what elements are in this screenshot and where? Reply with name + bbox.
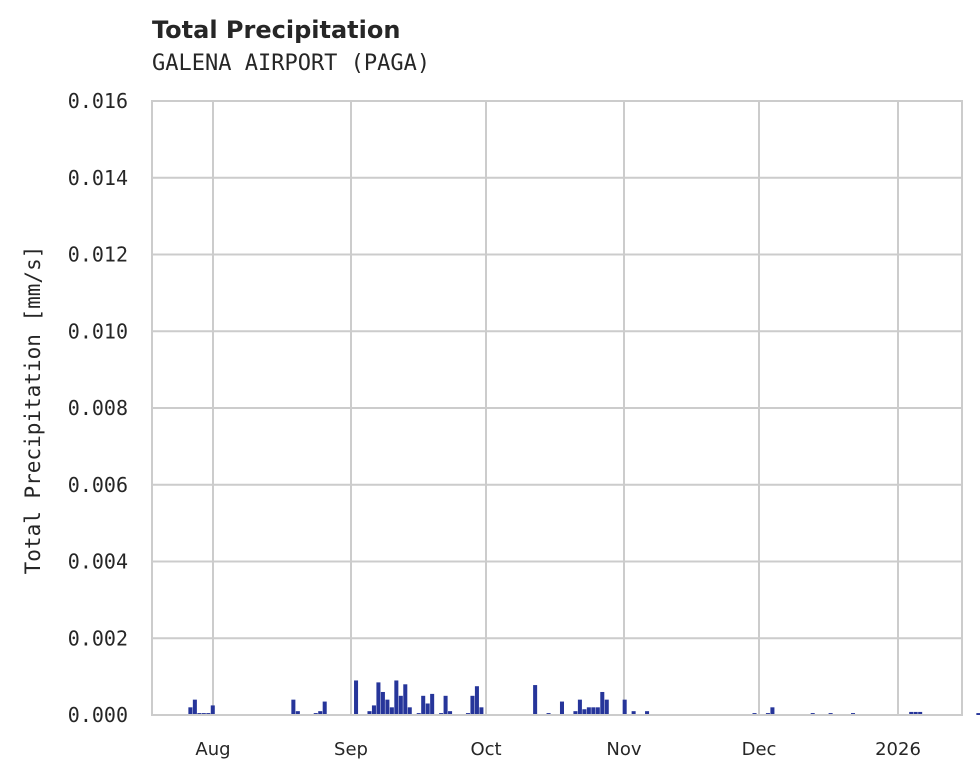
chart-subtitle: GALENA AIRPORT (PAGA) bbox=[152, 51, 431, 76]
precipitation-bar bbox=[595, 707, 600, 715]
x-tick-label: Dec bbox=[742, 739, 777, 760]
x-tick-label: Oct bbox=[470, 739, 501, 760]
x-tick-label: Sep bbox=[334, 739, 368, 760]
precipitation-bar bbox=[586, 707, 591, 715]
y-tick-label: 0.002 bbox=[68, 626, 128, 650]
precipitation-bar bbox=[322, 701, 327, 715]
precipitation-bar bbox=[398, 695, 403, 715]
precipitation-bar bbox=[188, 707, 193, 715]
precipitation-bar bbox=[559, 701, 565, 715]
y-tick-label: 0.014 bbox=[68, 166, 128, 190]
x-tick-label: 2026 bbox=[875, 739, 921, 760]
precipitation-bar bbox=[600, 691, 605, 715]
x-tick-label: Nov bbox=[606, 739, 641, 760]
precipitation-bar bbox=[291, 699, 296, 715]
precipitation-bar bbox=[582, 709, 587, 715]
x-axis-ticks: Aug Sep Oct Nov Dec 2026 bbox=[195, 739, 920, 760]
precipitation-bar bbox=[389, 707, 394, 715]
y-tick-label: 0.008 bbox=[68, 396, 128, 420]
precipitation-bar bbox=[622, 699, 627, 715]
x-tick-label: Aug bbox=[195, 739, 230, 760]
y-axis-label: Total Precipitation [mm/s] bbox=[21, 246, 45, 575]
precipitation-bar bbox=[573, 711, 578, 715]
precipitation-bar bbox=[318, 711, 323, 715]
precipitation-bar bbox=[913, 711, 918, 715]
precipitation-bar bbox=[394, 680, 399, 715]
precipitation-bar bbox=[210, 705, 215, 715]
precipitation-bar bbox=[474, 686, 479, 715]
precipitation-bar bbox=[470, 695, 475, 715]
precipitation-bar bbox=[371, 705, 376, 715]
precipitation-bar bbox=[770, 707, 775, 715]
chart-title: Total Precipitation bbox=[152, 16, 401, 44]
y-tick-label: 0.006 bbox=[68, 473, 128, 497]
precipitation-bar bbox=[448, 711, 453, 715]
precipitation-bar bbox=[421, 695, 426, 715]
precipitation-bar bbox=[591, 707, 596, 715]
precipitation-bar bbox=[430, 693, 435, 715]
y-tick-label: 0.016 bbox=[68, 89, 128, 113]
precipitation-bar bbox=[577, 699, 582, 715]
precipitation-bar bbox=[443, 695, 448, 715]
precipitation-bar bbox=[403, 684, 408, 715]
y-tick-label: 0.010 bbox=[68, 319, 128, 343]
precipitation-bar bbox=[376, 682, 381, 715]
precipitation-bar bbox=[533, 685, 538, 715]
precipitation-bar bbox=[479, 707, 484, 715]
plot-frame bbox=[151, 100, 963, 716]
precipitation-bar bbox=[425, 703, 430, 715]
precipitation-bar bbox=[367, 711, 372, 715]
precipitation-bar bbox=[909, 711, 914, 715]
y-axis-ticks: 0.000 0.002 0.004 0.006 0.008 0.010 0.012 0.014… bbox=[68, 89, 128, 727]
y-tick-label: 0.004 bbox=[68, 550, 128, 574]
precipitation-bar bbox=[192, 699, 197, 715]
precipitation-bar bbox=[385, 699, 390, 715]
precipitation-bar bbox=[380, 691, 385, 715]
grid-lines bbox=[152, 100, 962, 716]
precipitation-bar bbox=[918, 711, 923, 715]
y-tick-label: 0.000 bbox=[68, 703, 128, 727]
precipitation-bar bbox=[604, 699, 609, 715]
precipitation-bar bbox=[645, 711, 650, 715]
precipitation-bar bbox=[295, 711, 300, 715]
precipitation-bar bbox=[407, 707, 412, 715]
precipitation-bar bbox=[354, 680, 359, 715]
precipitation-bars bbox=[188, 680, 980, 715]
y-tick-label: 0.012 bbox=[68, 243, 128, 267]
precipitation-bar bbox=[976, 713, 980, 715]
precipitation-bar bbox=[631, 711, 636, 715]
